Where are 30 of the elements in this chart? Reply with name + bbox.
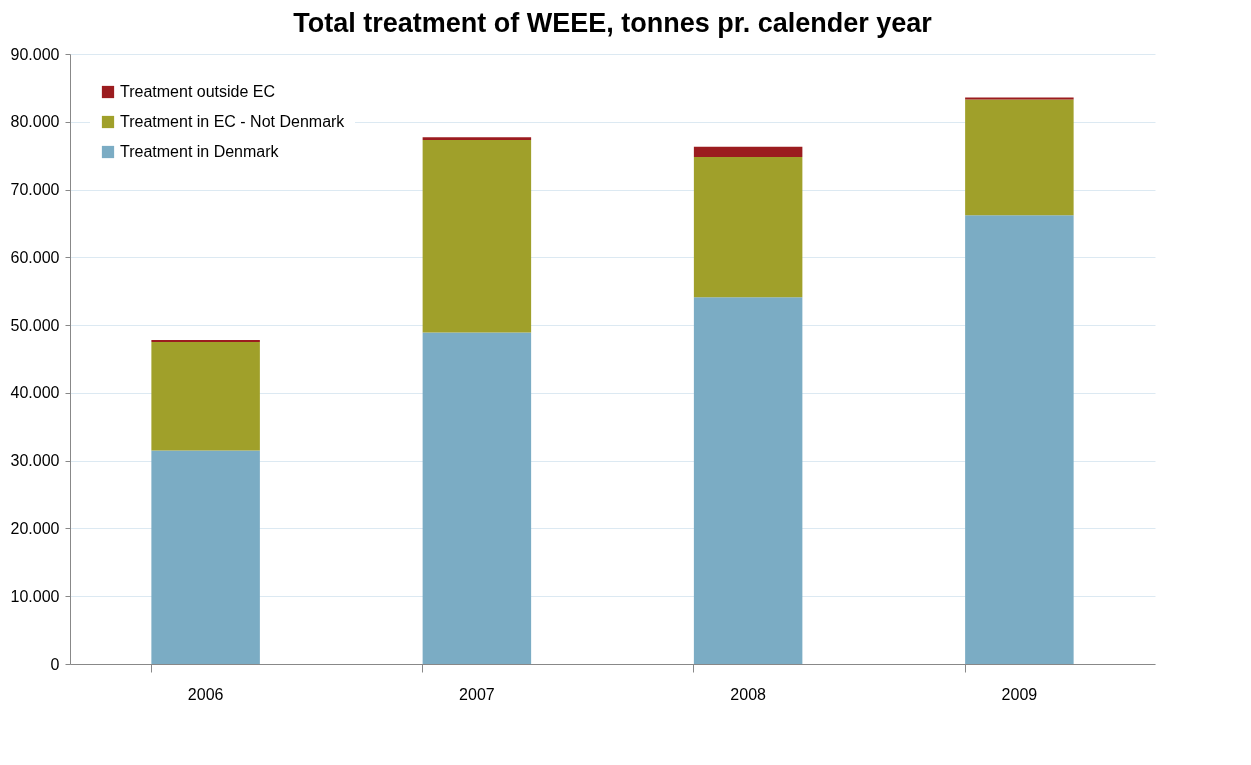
bar (422, 137, 532, 141)
y-tick-label: 70.000 (10, 181, 60, 199)
bar (422, 332, 532, 664)
bar (965, 97, 1074, 100)
bar (693, 157, 803, 298)
x-tick-label: 2006 (187, 685, 224, 703)
y-tick-label: 60.000 (10, 248, 60, 266)
y-tick-label: 0 (50, 655, 60, 673)
y-tick-label: 90.000 (10, 45, 60, 63)
bar (693, 297, 803, 664)
x-tick-label: 2008 (730, 685, 767, 703)
x-tick-label: 2007 (459, 685, 495, 703)
bar (151, 340, 260, 343)
bar (151, 342, 260, 451)
legend-label: Treatment outside EC (120, 83, 276, 100)
y-tick-label: 40.000 (10, 384, 60, 402)
y-tick-label: 50.000 (10, 316, 60, 334)
y-tick-label: 30.000 (10, 452, 60, 470)
bar (151, 450, 260, 664)
chart-title: Total treatment of WEEE, tonnes pr. calender year (293, 8, 933, 38)
x-tick-label: 2009 (1001, 685, 1038, 703)
bar (965, 99, 1074, 216)
y-tick-label: 80.000 (10, 113, 60, 131)
bar (422, 140, 532, 333)
y-tick-label: 20.000 (10, 519, 60, 537)
bar (965, 215, 1074, 664)
legend-label: Treatment in EC - Not Denmark (120, 113, 346, 130)
legend-label: Treatment in Denmark (120, 143, 280, 160)
bar (693, 146, 803, 158)
y-tick-label: 10.000 (10, 587, 60, 605)
